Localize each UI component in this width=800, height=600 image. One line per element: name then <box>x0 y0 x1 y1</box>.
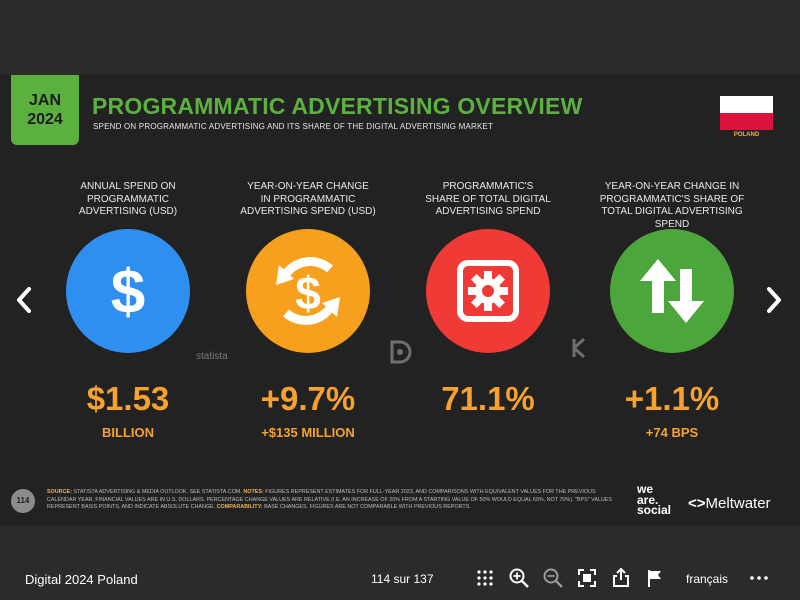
statista-logo: statista <box>196 351 228 362</box>
viewer-toolbar: Digital 2024 Poland 114 sur 137 français <box>0 555 800 600</box>
date-month: JAN <box>28 92 61 109</box>
zoom-in-icon[interactable] <box>508 567 530 589</box>
language-selector[interactable]: français <box>686 572 729 586</box>
metric-label: YEAR-ON-YEAR CHANGE IN PROGRAMMATIC'S SH… <box>599 181 745 230</box>
we-are-social-logo: we are. social <box>637 482 672 517</box>
metric-subvalue: BILLION <box>102 425 154 440</box>
datareportal-logo-icon <box>388 338 416 364</box>
date-year: 2024 <box>27 111 63 128</box>
metric-subvalue: +74 BPS <box>645 425 699 440</box>
more-options-icon[interactable] <box>748 567 770 589</box>
metric-value: $1.53 <box>86 380 170 417</box>
page-indicator: 114 sur 137 <box>371 572 434 586</box>
date-badge: JAN 2024 <box>11 75 79 145</box>
gear-icon <box>426 229 550 353</box>
slide-subtitle: SPEND ON PROGRAMMATIC ADVERTISING AND IT… <box>93 122 494 131</box>
zoom-out-icon[interactable] <box>542 567 564 589</box>
up-down-arrows-icon <box>610 229 734 353</box>
kepios-logo-icon <box>570 337 592 365</box>
fullscreen-icon[interactable] <box>576 567 598 589</box>
svg-text:$: $ <box>111 258 145 327</box>
metric-value: +9.7% <box>260 380 356 417</box>
slide: JAN 2024 PROGRAMMATIC ADVERTISING OVERVI… <box>0 75 800 525</box>
svg-text:$: $ <box>295 267 321 319</box>
dollar-change-icon: $ <box>246 229 370 353</box>
metric-label: YEAR-ON-YEAR CHANGE IN PROGRAMMATIC ADVE… <box>240 181 376 217</box>
previous-slide-button[interactable] <box>14 285 34 315</box>
metric-value: +1.1% <box>624 380 720 417</box>
page-number: 114 <box>11 489 35 513</box>
next-slide-button[interactable] <box>764 285 784 315</box>
viewer-top-bar <box>0 0 800 75</box>
metric-label: ANNUAL SPEND ON PROGRAMMATIC ADVERTISING… <box>78 181 178 217</box>
meltwater-logo: <>Meltwater <box>688 495 771 512</box>
document-title: Digital 2024 Poland <box>25 572 138 587</box>
poland-flag-icon <box>720 96 773 130</box>
metric-subvalue: +$135 MILLION <box>261 425 355 440</box>
dollar-icon: $ <box>66 229 190 353</box>
grid-view-icon[interactable] <box>474 567 496 589</box>
country-label: POLAND <box>733 132 760 138</box>
flag-icon[interactable] <box>644 567 666 589</box>
share-icon[interactable] <box>610 567 632 589</box>
slide-footnote: SOURCE: STATISTA ADVERTISING & MEDIA OUT… <box>47 489 613 510</box>
metric-value: 71.1% <box>441 380 535 417</box>
slide-title: PROGRAMMATIC ADVERTISING OVERVIEW <box>92 93 583 119</box>
metric-label: PROGRAMMATIC'S SHARE OF TOTAL DIGITAL AD… <box>425 181 551 217</box>
